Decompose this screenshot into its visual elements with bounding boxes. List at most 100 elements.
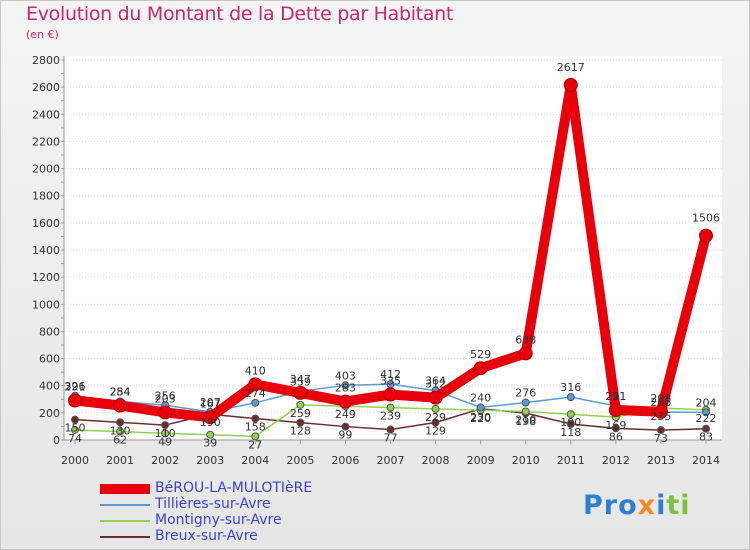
data-label: 347 xyxy=(290,373,311,386)
data-label: 73 xyxy=(654,432,668,445)
data-point xyxy=(113,398,128,413)
data-point xyxy=(608,403,623,418)
data-point xyxy=(296,418,305,427)
data-label: 359 xyxy=(290,375,311,388)
x-tick-label: 2006 xyxy=(331,454,359,467)
data-point xyxy=(566,410,575,419)
data-label: 118 xyxy=(560,426,581,439)
y-tick-label: 200 xyxy=(39,407,60,420)
data-label: 158 xyxy=(245,421,266,434)
data-label: 240 xyxy=(470,391,491,404)
data-label: 203 xyxy=(155,392,176,405)
data-label: 291 xyxy=(65,381,86,394)
chart-title: Evolution du Montant de la Dette par Hab… xyxy=(26,3,454,25)
data-label: 190 xyxy=(200,416,221,429)
y-tick-label: 400 xyxy=(39,380,60,393)
data-label: 49 xyxy=(158,435,172,448)
data-point xyxy=(251,432,260,441)
data-label: 74 xyxy=(68,432,82,445)
data-point xyxy=(71,425,79,434)
data-label: 249 xyxy=(335,408,356,421)
y-tick-label: 2000 xyxy=(32,163,60,176)
data-label: 210 xyxy=(515,414,536,427)
data-point xyxy=(656,426,665,435)
y-tick-label: 2800 xyxy=(32,54,60,67)
data-label: 150 xyxy=(65,422,86,435)
data-label: 110 xyxy=(155,427,176,440)
data-point xyxy=(296,400,305,409)
data-point xyxy=(383,387,398,402)
data-point xyxy=(248,377,263,392)
data-label: 128 xyxy=(290,425,311,438)
data-label: 222 xyxy=(696,412,717,425)
data-point xyxy=(161,429,170,438)
data-label: 221 xyxy=(605,390,626,403)
data-label: 283 xyxy=(335,382,356,395)
y-tick-label: 1200 xyxy=(32,271,60,284)
data-label: 256 xyxy=(155,389,176,402)
x-tick-label: 2007 xyxy=(377,454,405,467)
x-tick-label: 2000 xyxy=(61,454,89,467)
y-tick-label: 1400 xyxy=(32,244,60,257)
data-point xyxy=(653,404,668,419)
data-point xyxy=(428,390,443,405)
data-point xyxy=(431,404,440,413)
data-point xyxy=(251,414,260,423)
legend-label: Tillières-sur-Avre xyxy=(155,496,271,512)
data-point xyxy=(702,408,710,417)
data-label: 239 xyxy=(380,410,401,423)
data-label: 208 xyxy=(650,392,671,405)
data-label: 77 xyxy=(384,432,398,445)
data-label: 198 xyxy=(515,415,536,428)
data-label: 364 xyxy=(425,375,446,388)
y-tick-label: 600 xyxy=(39,353,60,366)
data-label: 220 xyxy=(470,412,491,425)
data-label: 254 xyxy=(110,386,131,399)
data-point xyxy=(158,405,173,420)
y-tick-label: 1600 xyxy=(32,217,60,230)
y-tick-label: 1000 xyxy=(32,298,60,311)
data-label: 130 xyxy=(110,424,131,437)
data-label: 529 xyxy=(470,348,491,361)
proxiti-logo: Proxiti xyxy=(583,490,691,521)
x-tick-label: 2011 xyxy=(557,454,585,467)
data-point xyxy=(338,394,353,409)
x-tick-label: 2001 xyxy=(106,454,134,467)
data-label: 229 xyxy=(425,411,446,424)
x-tick-label: 2014 xyxy=(692,454,720,467)
y-tick-label: 800 xyxy=(39,325,60,338)
data-label: 39 xyxy=(203,437,217,450)
data-point xyxy=(431,418,440,427)
y-tick-label: 2400 xyxy=(32,108,60,121)
data-label: 412 xyxy=(380,368,401,381)
data-label: 403 xyxy=(335,369,356,382)
data-point xyxy=(699,228,713,243)
data-point xyxy=(386,425,395,434)
data-label: 86 xyxy=(609,430,623,443)
data-label: 167 xyxy=(200,397,221,410)
data-label: 204 xyxy=(696,396,717,409)
data-point xyxy=(566,393,575,402)
data-label: 190 xyxy=(560,416,581,429)
data-label: 335 xyxy=(380,375,401,388)
data-point xyxy=(476,403,485,412)
data-label: 274 xyxy=(245,387,266,400)
data-label: 207 xyxy=(200,396,221,409)
legend-label: BéROU-LA-MULOTIèRE xyxy=(155,480,313,496)
data-label: 1506 xyxy=(692,212,720,225)
legend-label: Breux-sur-Avre xyxy=(155,528,258,544)
data-label: 410 xyxy=(245,364,266,377)
data-point xyxy=(68,393,82,408)
data-point xyxy=(251,398,260,407)
data-point xyxy=(473,361,488,376)
data-label: 251 xyxy=(605,390,626,403)
y-tick-label: 2200 xyxy=(32,135,60,148)
x-tick-label: 2009 xyxy=(467,454,495,467)
data-point xyxy=(521,398,530,407)
data-label: 638 xyxy=(515,333,536,346)
data-point xyxy=(611,424,620,433)
x-tick-label: 2010 xyxy=(512,454,540,467)
x-tick-label: 2003 xyxy=(196,454,224,467)
data-point xyxy=(386,403,395,412)
